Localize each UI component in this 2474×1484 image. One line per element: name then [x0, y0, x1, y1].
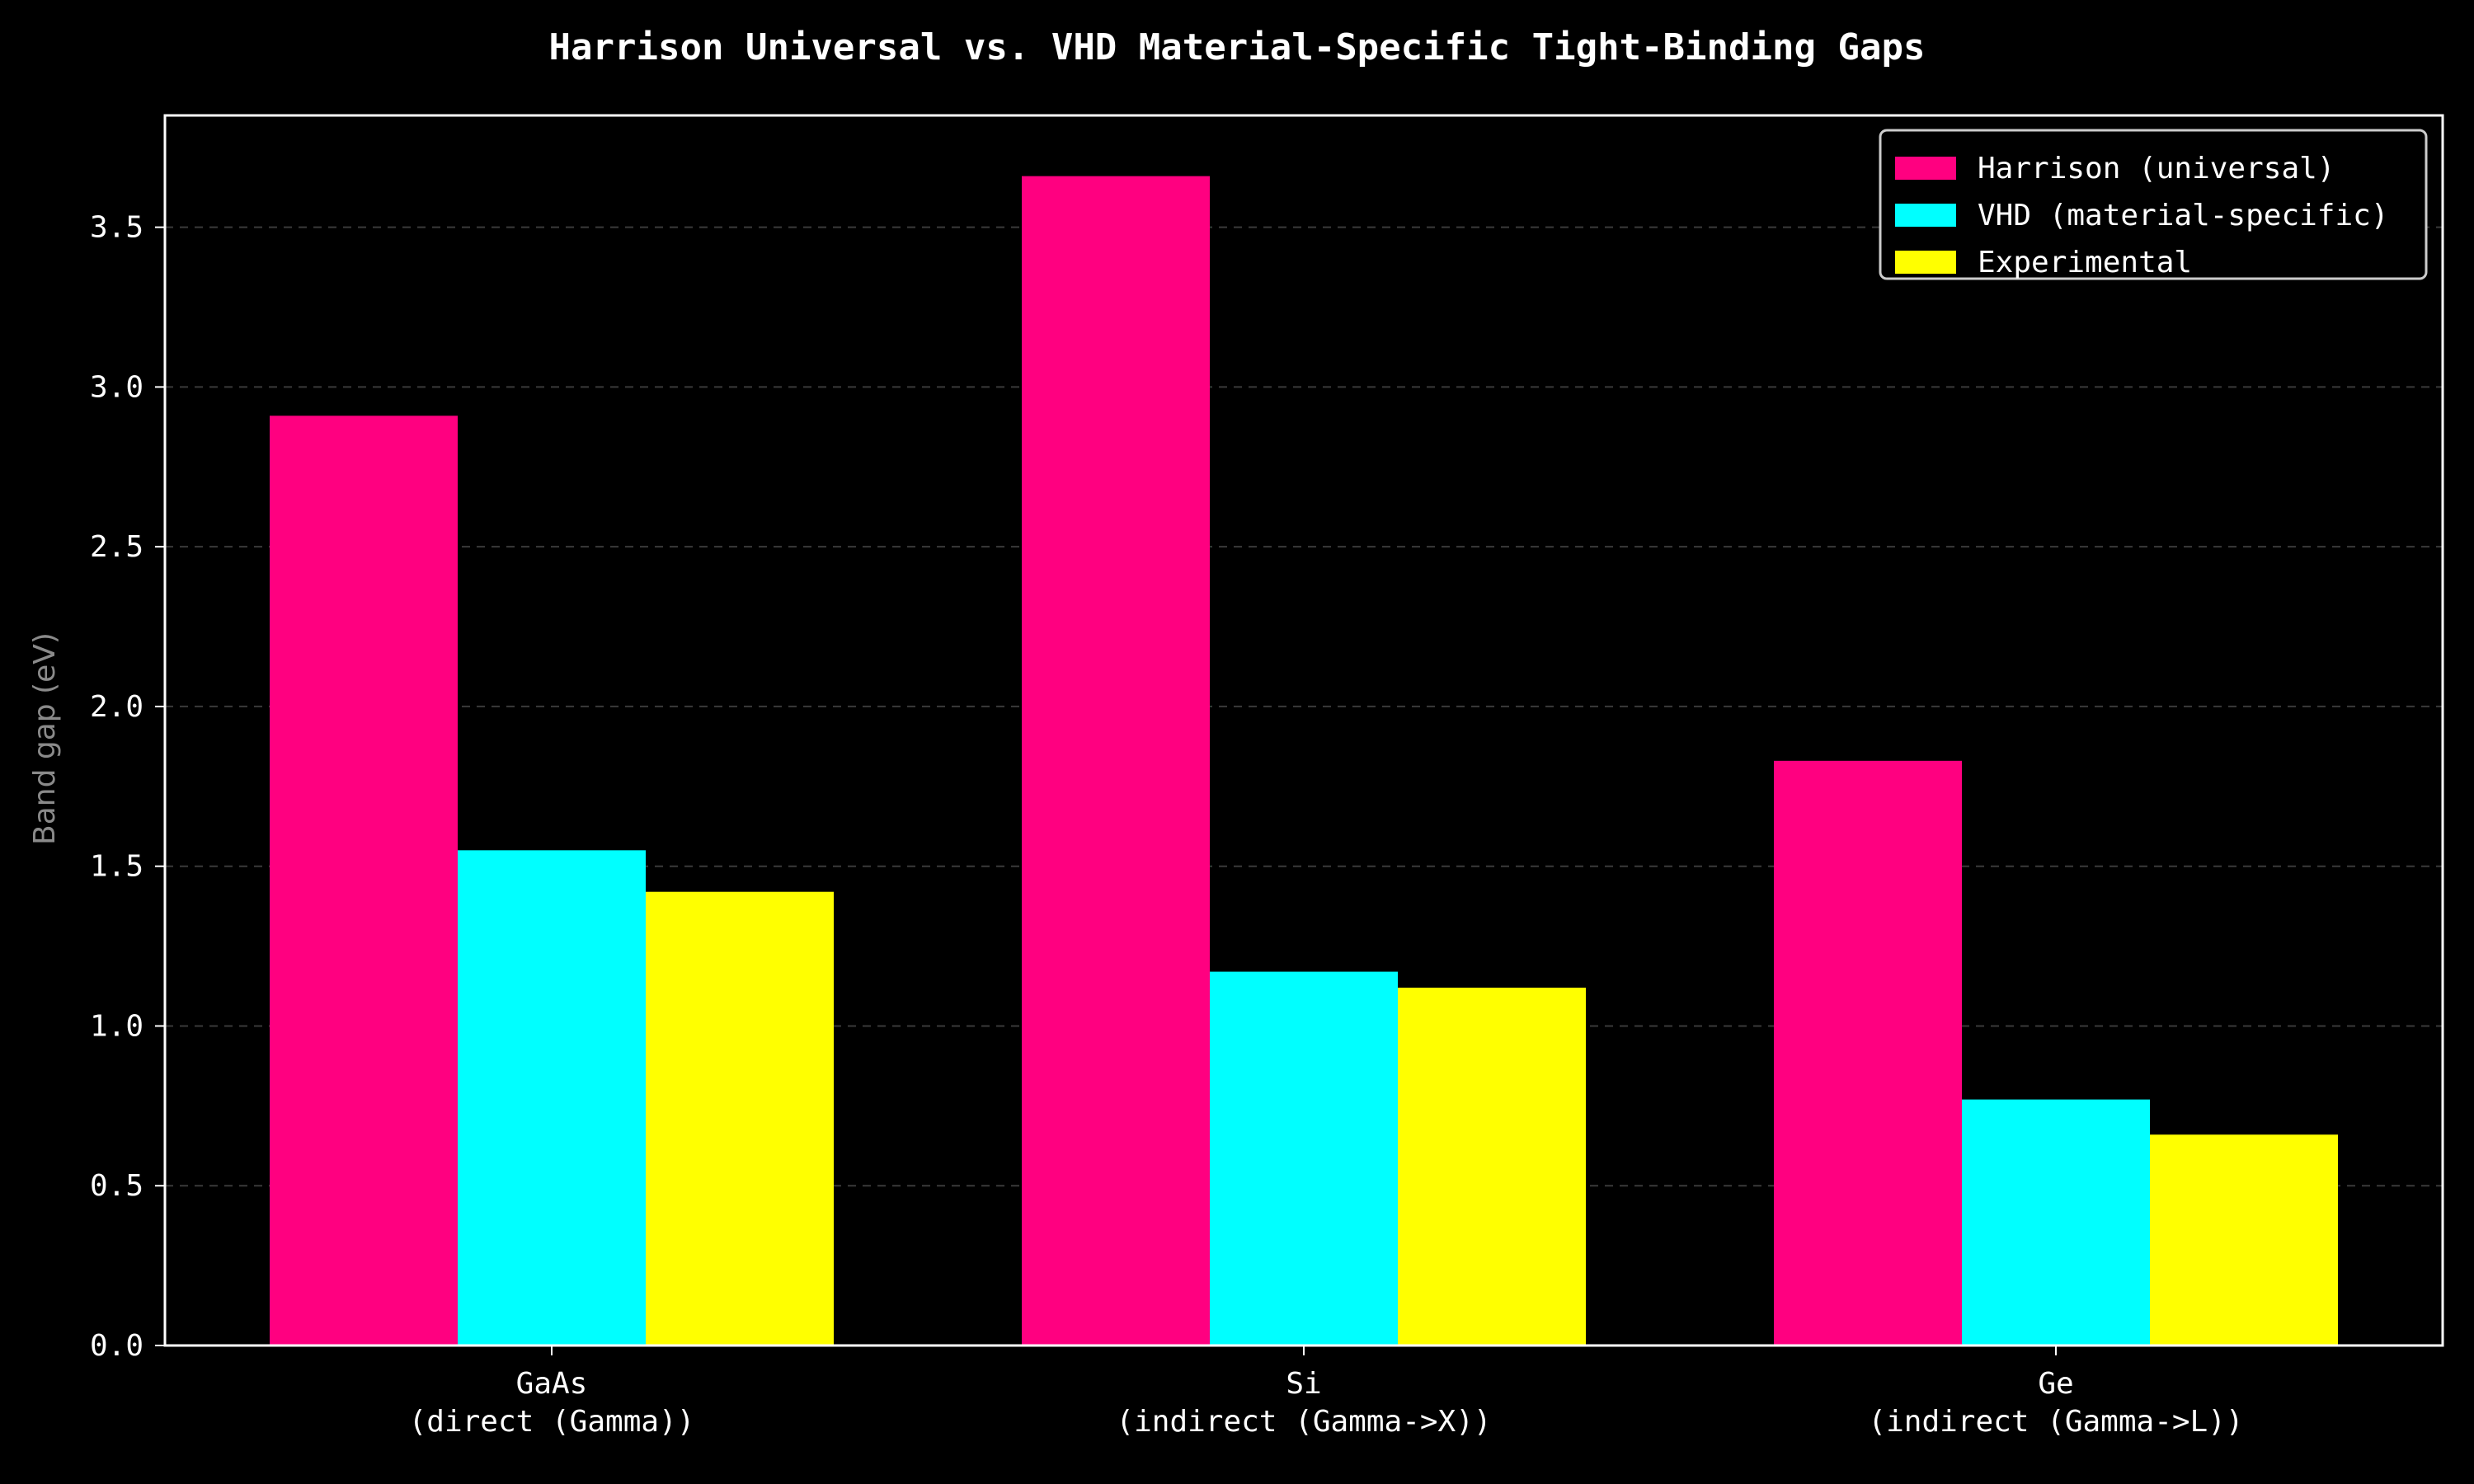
x-axis: GaAs (direct (Gamma)) Si (indirect (Gamma->… — [409, 1345, 2244, 1439]
legend-swatch — [1895, 157, 1956, 180]
y-axis: 0.0 0.5 1.0 1.5 2.0 2.5 3.0 3.5 — [90, 211, 165, 1363]
y-axis-label: Band gap (eV) — [28, 632, 62, 845]
bar-si-2 — [1210, 971, 1398, 1345]
y-tick-label: 1.0 — [90, 1009, 143, 1043]
legend-label: Experimental — [1978, 246, 2192, 279]
legend-label: VHD (material-specific) — [1978, 199, 2389, 232]
x-tick-sublabel: (indirect (Gamma->X)) — [1116, 1405, 1491, 1439]
bar-gaas-3 — [646, 891, 834, 1345]
legend-box — [1879, 129, 2428, 280]
chart-title: Harrison Universal vs. VHD Material-Spec… — [549, 26, 1926, 68]
y-tick-label: 1.5 — [90, 850, 143, 884]
x-tick-sublabel: (direct (Gamma)) — [409, 1405, 695, 1439]
y-tick-label: 2.0 — [90, 690, 143, 724]
y-tick-label: 3.0 — [90, 370, 143, 404]
y-tick-label: 0.5 — [90, 1169, 143, 1203]
x-tick-label: Si — [1286, 1367, 1321, 1401]
bar-ge-3 — [2150, 1134, 2338, 1345]
bar-si-1 — [1022, 176, 1210, 1346]
x-tick-label: Ge — [2038, 1367, 2073, 1401]
legend-swatch — [1895, 204, 1956, 227]
bar-ge-1 — [1774, 760, 1962, 1345]
bar-si-3 — [1398, 987, 1586, 1345]
legend: Harrison (universal) VHD (material-specif… — [1879, 129, 2428, 280]
bar-gaas-2 — [458, 850, 646, 1345]
y-tick-label: 3.5 — [90, 211, 143, 245]
y-tick-label: 2.5 — [90, 530, 143, 564]
bar-ge-2 — [1962, 1099, 2150, 1345]
bar-gaas-1 — [270, 416, 458, 1345]
bars — [270, 176, 2338, 1346]
x-tick-label: GaAs — [516, 1367, 588, 1401]
legend-swatch — [1895, 251, 1956, 274]
y-tick-label: 0.0 — [90, 1329, 143, 1363]
legend-label: Harrison (universal) — [1978, 152, 2335, 186]
x-tick-sublabel: (indirect (Gamma->L)) — [1868, 1405, 2243, 1439]
